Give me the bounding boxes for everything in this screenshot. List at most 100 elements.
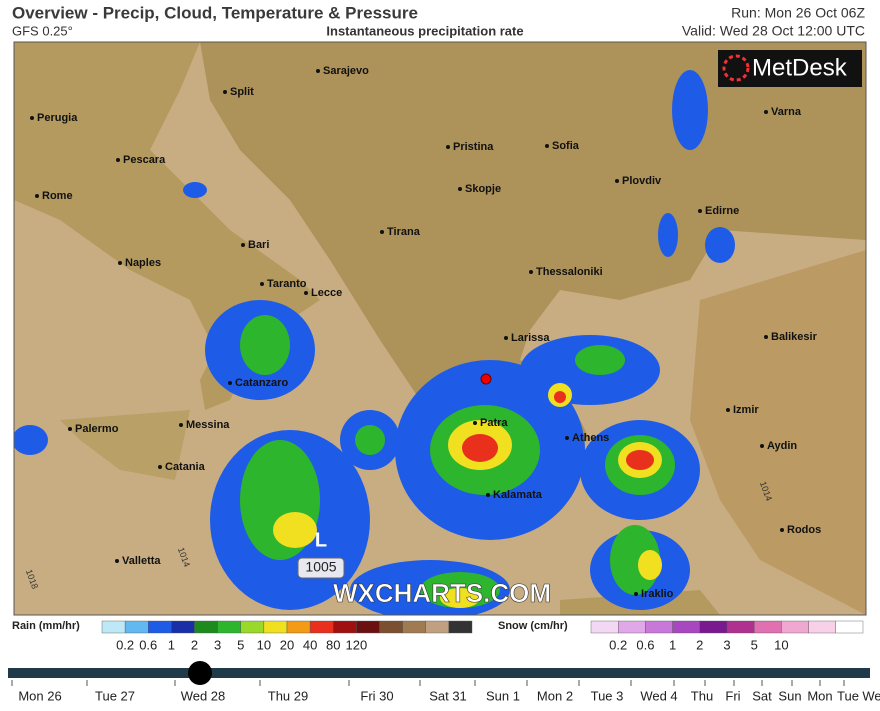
logo: MetDesk [752,54,848,81]
city-label: Plovdiv [622,175,662,187]
city-dot [486,493,490,497]
city-label: Kalamata [493,489,543,501]
city-label: Balikesir [771,331,818,343]
scale-tick-label: 2 [191,637,198,652]
title: Overview - Precip, Cloud, Temperature & … [12,3,418,22]
city-label: Pristina [453,141,494,153]
day-label[interactable]: Wed 28 [181,688,226,703]
scale-swatch [699,620,728,634]
scale-tick-label: 40 [303,637,317,652]
scale-swatch [672,620,700,634]
scale-tick-label: 20 [280,637,294,652]
city-dot [504,336,508,340]
city-dot [158,465,162,469]
day-label[interactable]: Mon [807,688,832,703]
snow-scale: 0.2 0.6 1 2 3 5 10 [590,620,864,652]
city-dot [179,423,183,427]
city-dot [380,230,384,234]
city-dot [68,427,72,431]
day-label[interactable]: Tue 3 [591,688,624,703]
city-label: Thessaloniki [536,266,603,278]
city-dot [545,144,549,148]
scale-tick-label: 2 [696,637,703,652]
scale-swatch [171,620,195,634]
low-symbol: L [315,529,327,551]
snow-legend-label: Snow (cm/hr) [498,620,568,632]
city-label: Rome [42,190,73,202]
valid: Valid: Wed 28 Oct 12:00 UTC [682,23,865,39]
scale-swatch [194,620,218,634]
city-label: Pescara [123,154,166,166]
day-label[interactable]: Mon 26 [18,688,61,703]
city-dot [446,145,450,149]
map: MetDesk WXCHARTS.COM L 1005 1014 1018 10… [13,41,867,616]
city-label: Aydin [767,440,797,452]
scale-tick-label: 10 [257,637,271,652]
day-label[interactable]: Mon 2 [537,688,573,703]
scale-swatch [356,620,380,634]
watermark: WXCHARTS.COM [333,578,551,608]
city-dot [241,243,245,247]
scale-swatch [309,620,334,634]
scale-tick-label: 5 [751,637,758,652]
scale-swatch [286,620,311,634]
scale-tick-label: 0.6 [636,637,654,652]
model: GFS 0.25° [12,23,73,38]
city-dot [35,194,39,198]
day-label[interactable]: Sat 31 [429,688,467,703]
scale-tick-label: 3 [723,637,730,652]
scale-tick-label: 120 [346,637,368,652]
city-dot [780,528,784,532]
city-label: Patra [480,417,508,429]
rain-scale: 0.2 0.6 1 2 3 5 10 20 40 80 120 [101,620,473,652]
city-dot [760,444,764,448]
scale-swatch [263,620,288,634]
day-label[interactable]: Tue 27 [95,688,135,703]
day-label[interactable]: Fri [725,688,740,703]
city-dot [565,436,569,440]
city-label: Naples [125,257,161,269]
city-label: Larissa [511,332,550,344]
city-dot [473,421,477,425]
scale-swatch [402,620,426,634]
day-label[interactable]: Wed 4 [640,688,677,703]
low-pressure: 1005 [305,559,336,575]
city-dot [764,335,768,339]
city-dot [458,187,462,191]
city-dot [698,209,702,213]
city-label: Athens [572,432,609,444]
city-label: Varna [771,106,802,118]
scale-swatch [240,620,265,634]
city-label: Split [230,86,254,98]
scale-swatch [379,620,403,634]
day-label[interactable]: Thu [691,688,713,703]
timeline-track[interactable] [8,668,870,678]
day-label[interactable]: Fri 30 [360,688,393,703]
city-label: Lecce [311,287,342,299]
city-dot [726,408,730,412]
city-dot [30,116,34,120]
scale-tick-label: 3 [214,637,221,652]
day-label[interactable]: We [862,688,880,703]
day-label[interactable]: Sat [752,688,772,703]
city-dot [529,270,533,274]
day-label[interactable]: Sun [778,688,801,703]
city-label: Palermo [75,423,119,435]
city-label: Catania [165,461,206,473]
scale-swatch [448,620,473,634]
city-label: Edirne [705,205,739,217]
day-label[interactable]: Tue [837,688,859,703]
city-labels: Sarajevo Split Perugia Pristina Sofia Varna Pe… [30,65,821,600]
scale-tick-label: 1 [168,637,175,652]
day-label[interactable]: Thu 29 [268,688,308,703]
day-label[interactable]: Sun 1 [486,688,520,703]
timeline-knob[interactable] [188,661,212,685]
city-label: Skopje [465,183,501,195]
city-label: Rodos [787,524,821,536]
scale-tick-label: 0.2 [116,637,134,652]
city-label: Sofia [552,140,580,152]
scale-swatch [333,620,357,634]
timeline-days: Mon 26 Tue 27 Wed 28 Thu 29 Fri 30 Sat 31 Sun … [11,680,880,703]
scale-swatch [590,620,619,634]
